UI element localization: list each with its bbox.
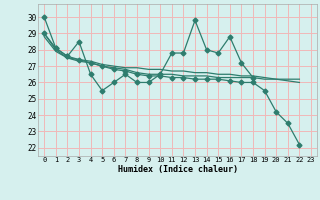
X-axis label: Humidex (Indice chaleur): Humidex (Indice chaleur) — [118, 165, 238, 174]
